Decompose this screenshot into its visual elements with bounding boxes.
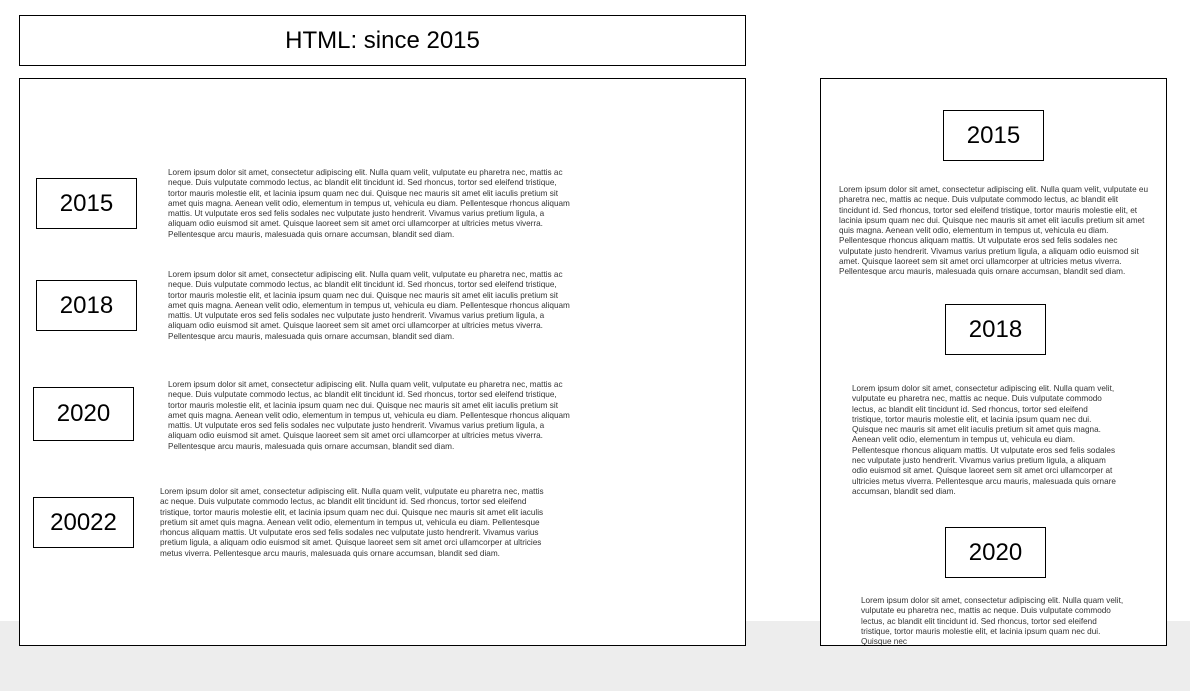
page-title: HTML: since 2015 <box>19 15 746 66</box>
side-year-box-2018: 2018 <box>945 304 1046 355</box>
year-box-20022: 20022 <box>33 497 134 548</box>
side-entry-text-2018: Lorem ipsum dolor sit amet, consectetur … <box>852 384 1116 496</box>
entry-text-20022: Lorem ipsum dolor sit amet, consectetur … <box>160 487 544 558</box>
entry-text-2020: Lorem ipsum dolor sit amet, consectetur … <box>168 380 570 451</box>
main-timeline-panel: 2015 Lorem ipsum dolor sit amet, consect… <box>19 78 746 646</box>
side-year-box-2020: 2020 <box>945 527 1046 578</box>
year-box-2020: 2020 <box>33 387 134 441</box>
side-entry-text-2015: Lorem ipsum dolor sit amet, consectetur … <box>839 185 1149 277</box>
side-year-box-2015: 2015 <box>943 110 1044 161</box>
entry-text-2018: Lorem ipsum dolor sit amet, consectetur … <box>168 270 570 341</box>
year-box-2018: 2018 <box>36 280 137 331</box>
side-timeline-panel: 2015 Lorem ipsum dolor sit amet, consect… <box>820 78 1167 646</box>
entry-text-2015: Lorem ipsum dolor sit amet, consectetur … <box>168 168 570 239</box>
year-box-2015: 2015 <box>36 178 137 229</box>
side-entry-text-2020: Lorem ipsum dolor sit amet, consectetur … <box>861 596 1124 646</box>
